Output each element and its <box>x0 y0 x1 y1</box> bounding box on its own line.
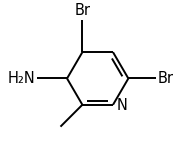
Text: Br: Br <box>74 3 90 18</box>
Text: N: N <box>117 98 128 113</box>
Text: Br: Br <box>158 71 174 86</box>
Text: H₂N: H₂N <box>8 71 36 86</box>
